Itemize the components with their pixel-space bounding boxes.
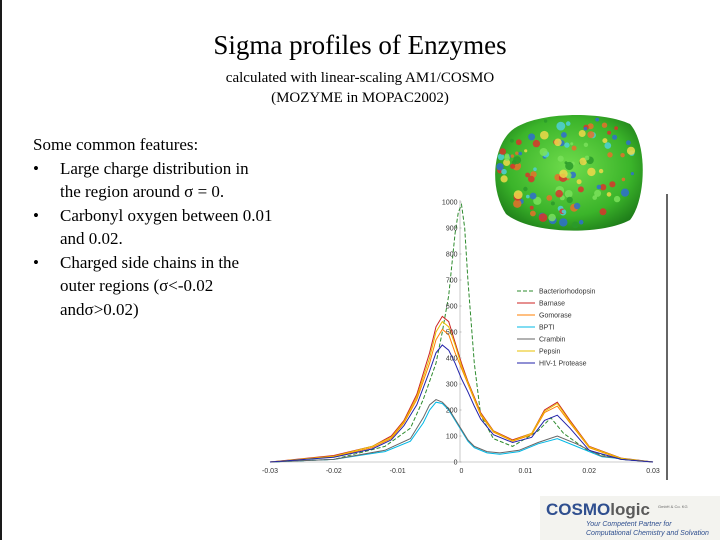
y-tick-label: 200 bbox=[446, 408, 458, 415]
x-tick-label: 0 bbox=[460, 468, 464, 475]
left-border-rule bbox=[0, 0, 2, 540]
legend-label: Barnase bbox=[539, 301, 565, 308]
feature-item: Large charge distribution in the region … bbox=[33, 157, 273, 204]
series-line-7 bbox=[269, 344, 654, 463]
y-tick-label: 600 bbox=[446, 304, 458, 311]
series-line-5 bbox=[269, 399, 654, 463]
x-tick-label: -0.02 bbox=[326, 468, 342, 475]
features-heading: Some common features: bbox=[33, 135, 199, 154]
series-line-4 bbox=[269, 401, 654, 463]
x-tick-label: 0.01 bbox=[519, 468, 533, 475]
legend-label: Pepsin bbox=[539, 349, 561, 356]
x-tick-label: 0.03 bbox=[646, 468, 660, 475]
slide-title: Sigma profiles of Enzymes bbox=[213, 30, 507, 60]
logo-legal-text: GmbH & Co. KG bbox=[658, 504, 688, 509]
subtitle-line-2: (MOZYME in MOPAC2002) bbox=[271, 90, 449, 106]
legend-label: Gomorase bbox=[539, 313, 572, 320]
subtitle-line-1: calculated with linear-scaling AM1/COSMO bbox=[225, 70, 495, 86]
x-tick-label: -0.03 bbox=[262, 468, 278, 475]
feature-item: Carbonyl oxygen between 0.01 and 0.02. bbox=[33, 204, 273, 251]
y-tick-label: 0 bbox=[454, 460, 458, 467]
series-lines bbox=[269, 202, 654, 463]
y-tick-label: 900 bbox=[446, 226, 458, 233]
chart-legend: Bacteriorhodopsin Barnase Gomorase BPTI Cram… bbox=[517, 289, 596, 368]
series-line-6 bbox=[269, 320, 654, 463]
y-tick-label: 500 bbox=[446, 330, 458, 337]
y-tick-labels: 0 100 200 300 400 500 600 700 800 900 1000 bbox=[442, 200, 462, 467]
cosmologic-logo: COSMOlogic GmbH & Co. KG Your Competent … bbox=[540, 496, 720, 540]
y-tick-label: 700 bbox=[446, 278, 458, 285]
legend-label: BPTI bbox=[539, 325, 555, 332]
slide-subtitle: calculated with linear-scaling AM1/COSMO… bbox=[0, 68, 720, 108]
series-line-1 bbox=[269, 202, 654, 463]
logo-wordmark: COSMOlogic bbox=[546, 500, 650, 519]
legend-label: Bacteriorhodopsin bbox=[539, 289, 596, 296]
y-tick-label: 100 bbox=[446, 434, 458, 441]
y-tick-label: 800 bbox=[446, 252, 458, 259]
y-tick-label: 1000 bbox=[442, 200, 458, 207]
enzyme-surface-image bbox=[495, 114, 643, 231]
x-tick-labels: -0.03 -0.02 -0.01 0 0.01 0.02 0.03 bbox=[262, 468, 660, 475]
x-tick-label: -0.01 bbox=[390, 468, 406, 475]
feature-item: Charged side chains in the outer regions… bbox=[33, 251, 273, 322]
logo-tagline: Your Competent Partner for Computational… bbox=[586, 521, 709, 537]
y-tick-label: 400 bbox=[446, 356, 458, 363]
legend-label: Crambin bbox=[539, 337, 566, 344]
features-block: Some common features: Large charge distr… bbox=[33, 133, 273, 321]
x-tick-label: 0.02 bbox=[582, 468, 596, 475]
features-list: Large charge distribution in the region … bbox=[33, 157, 273, 322]
series-line-3 bbox=[269, 328, 654, 463]
y-tick-label: 300 bbox=[446, 382, 458, 389]
series-line-2 bbox=[269, 315, 654, 463]
legend-label: HIV-1 Protease bbox=[539, 361, 587, 368]
